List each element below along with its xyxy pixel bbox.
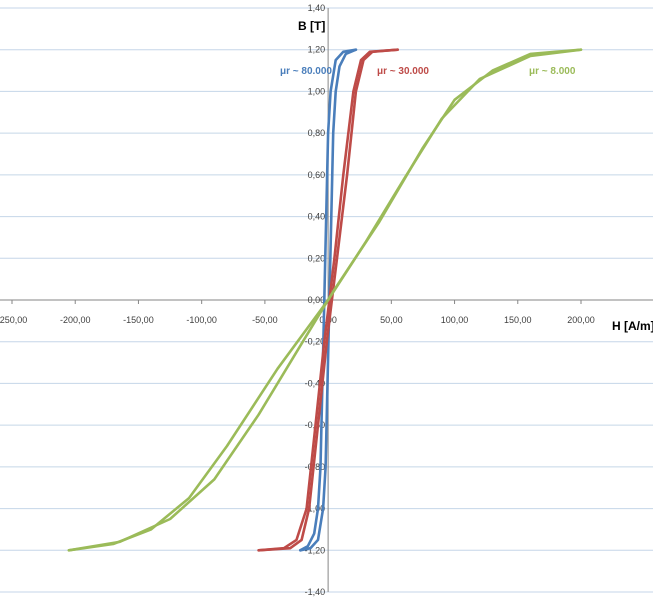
x-tick-label: -100,00 (186, 315, 217, 325)
hysteresis-curves (67, 48, 583, 552)
x-axis-title: H [A/m] (612, 319, 653, 333)
y-tick-label: 1,00 (308, 86, 326, 96)
x-tick-label: -250,00 (0, 315, 27, 325)
y-tick-label: -1,00 (305, 504, 326, 514)
curve-mu-8000-descending (67, 48, 583, 552)
annotation-label: μr ~ 30.000 (377, 66, 429, 77)
y-tick-label: -0,40 (305, 378, 326, 388)
x-tick-label: -200,00 (60, 315, 91, 325)
y-tick-label: 1,20 (308, 45, 326, 55)
y-tick-label: -1,20 (305, 545, 326, 555)
y-tick-label: 0,20 (308, 253, 326, 263)
x-tick-label: 150,00 (504, 315, 532, 325)
y-tick-label: 0,60 (308, 170, 326, 180)
curve-mu-80000-descending (299, 48, 358, 552)
y-tick-label: 0,80 (308, 128, 326, 138)
y-tick-label: 0,00 (308, 295, 326, 305)
y-axis-title: B [T] (298, 19, 325, 33)
y-tick-label: 1,40 (308, 3, 326, 13)
x-tick-label: -50,00 (252, 315, 278, 325)
y-tick-label: -0,20 (305, 337, 326, 347)
annotation-label: μr ~ 80.000 (280, 66, 332, 77)
curve-annotations: μr ~ 80.000 μr ~ 30.000 μr ~ 8.000 (280, 66, 576, 77)
x-tick-label: 100,00 (441, 315, 469, 325)
x-tick-label: 200,00 (567, 315, 595, 325)
x-tick-labels: -250,00-200,00-150,00-100,00-50,000,0050… (0, 315, 595, 325)
x-tick-label: -150,00 (123, 315, 154, 325)
y-tick-label: 0,40 (308, 212, 326, 222)
x-tick-label: 50,00 (380, 315, 403, 325)
annotation-label: μr ~ 8.000 (529, 66, 576, 77)
y-tick-label: -1,40 (305, 587, 326, 597)
curve-mu-30000-descending (257, 48, 399, 552)
